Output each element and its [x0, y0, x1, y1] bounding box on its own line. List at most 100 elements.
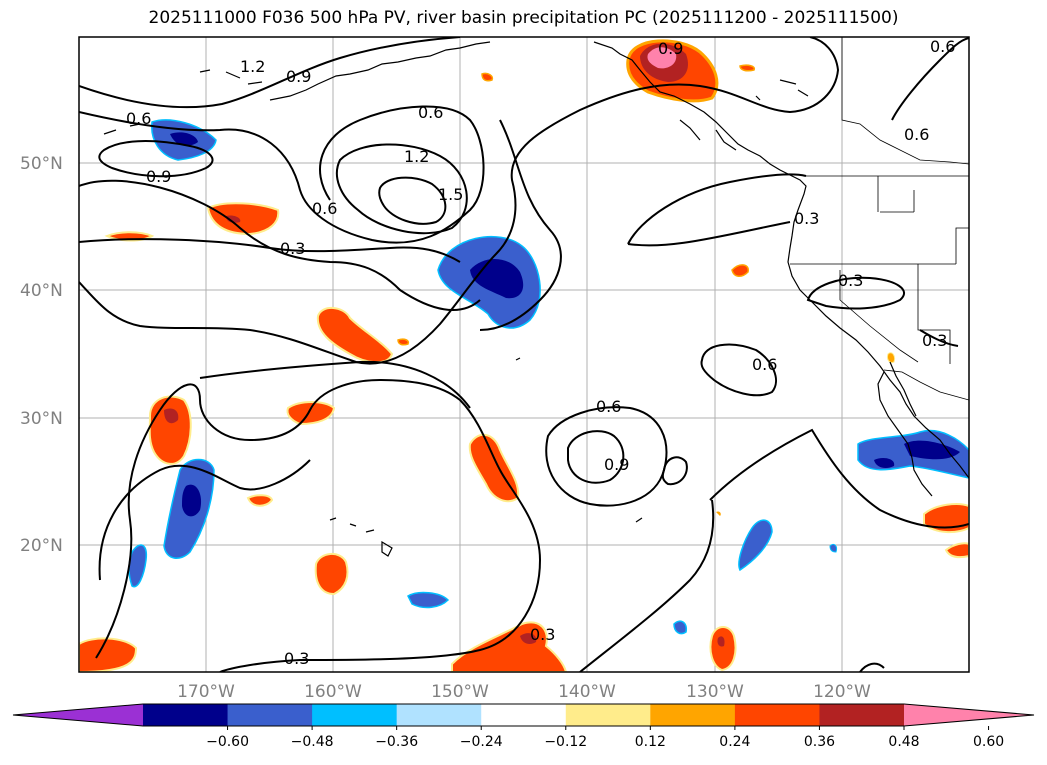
contour-label: 0.3 — [922, 331, 947, 350]
state-borders — [790, 176, 969, 364]
positive-anomaly-patch — [716, 511, 721, 516]
colorbar-tick-label: 0.24 — [719, 734, 750, 750]
hawaii-islands — [329, 357, 643, 557]
lon-labels: 170°W 160°W 150°W 140°W 130°W 120°W — [177, 682, 871, 702]
negative-core-patch — [904, 440, 960, 460]
contour-label: 0.3 — [530, 625, 555, 644]
colorbar-segment — [143, 704, 229, 726]
colorbar-segment — [227, 704, 313, 726]
pv-contour — [98, 140, 214, 178]
pv-contour — [919, 329, 959, 347]
contour-label: 0.6 — [596, 397, 621, 416]
positive-anomaly-patch — [79, 637, 138, 672]
colorbar-tick-label: −0.48 — [291, 734, 334, 750]
pv-contour — [98, 459, 311, 581]
colorbar-tick-label: −0.24 — [460, 734, 503, 750]
negative-core-patch — [874, 458, 895, 468]
contour-labels: 1.2 0.9 0.6 0.9 0.6 1.2 1.5 0.6 0.3 0.9 … — [126, 37, 955, 668]
pv-contours — [79, 37, 969, 672]
colorbar-tick-label: 0.48 — [888, 734, 919, 750]
negative-anomaly-patch — [407, 591, 450, 609]
colorbar-segment — [396, 704, 482, 726]
lon-label: 170°W — [177, 682, 235, 702]
lat-label: 50°N — [20, 154, 63, 174]
positive-anomaly-patch — [397, 338, 410, 346]
pv-contour — [700, 343, 777, 397]
lon-label: 140°W — [558, 682, 616, 702]
lat-label: 20°N — [20, 536, 63, 556]
positive-anomaly-patch — [481, 72, 494, 82]
positive-strong-patch — [717, 636, 725, 647]
colorbar-segment — [819, 704, 905, 726]
colorbar-tick-label: 0.12 — [635, 734, 666, 750]
negative-core-patch — [170, 132, 198, 146]
lon-label: 150°W — [431, 682, 489, 702]
colorbar-tick-label: 0.36 — [804, 734, 835, 750]
contour-label: 0.9 — [146, 167, 171, 186]
contour-label: 0.3 — [838, 271, 863, 290]
colorbar-tick-label: −0.12 — [544, 734, 587, 750]
map-frame — [78, 36, 970, 673]
positive-anomaly-patch — [246, 494, 274, 507]
negative-anomaly-patch — [738, 519, 773, 572]
positive-anomaly-patch — [709, 626, 737, 672]
positive-anomaly-patch — [451, 621, 568, 672]
alaska-canada-border — [841, 37, 969, 165]
pv-contour — [891, 37, 969, 121]
colorbar-segment — [734, 704, 820, 726]
contour-label: 0.9 — [604, 455, 629, 474]
aleutian-coast — [103, 41, 491, 135]
pv-contour — [579, 428, 969, 672]
contour-label: 0.3 — [280, 239, 305, 258]
positive-anomaly-patch — [286, 401, 336, 426]
negative-anomaly-patch — [829, 543, 837, 553]
pv-contour — [335, 143, 468, 235]
colorbar-extend-min — [13, 704, 143, 726]
contour-label: 0.6 — [904, 125, 929, 144]
lat-label: 30°N — [20, 409, 63, 429]
colorbar-segment — [650, 704, 736, 726]
colorbar-tick-label: −0.60 — [206, 734, 249, 750]
positive-anomaly-patch — [923, 503, 969, 534]
lat-labels: 50°N 40°N 30°N 20°N — [20, 154, 63, 556]
lon-label: 120°W — [813, 682, 871, 702]
negative-core-patch — [182, 484, 202, 517]
contour-label: 1.5 — [438, 185, 463, 204]
positive-anomaly-patch — [314, 553, 349, 596]
contour-label: 0.3 — [794, 209, 819, 228]
positive-anomaly-patch — [944, 542, 969, 559]
colorbar-tick-label: 0.60 — [973, 734, 1004, 750]
map-area — [79, 37, 969, 672]
positive-anomaly-patch — [148, 395, 192, 465]
colorbar-segment — [481, 704, 567, 726]
colorbar-segment — [312, 704, 398, 726]
contour-label: 0.9 — [658, 39, 683, 58]
pv-contour — [79, 238, 461, 263]
colorbar-tick-label: −0.36 — [375, 734, 418, 750]
contour-label: 0.6 — [752, 355, 777, 374]
contour-label: 0.9 — [286, 67, 311, 86]
lon-label: 160°W — [304, 682, 362, 702]
colorbar-extend-max — [904, 704, 1034, 726]
pv-contour — [79, 179, 481, 312]
pv-contour — [479, 119, 562, 331]
contour-label: 1.2 — [240, 57, 265, 76]
positive-core-patch — [226, 215, 241, 223]
contour-label: 0.3 — [284, 649, 309, 668]
contour-label: 0.6 — [312, 199, 337, 218]
pv-contour — [79, 105, 485, 244]
contour-label: 0.6 — [418, 103, 443, 122]
map-title: 2025111000 F036 500 hPa PV, river basin … — [148, 8, 899, 28]
coastlines — [103, 41, 969, 557]
positive-anomaly-patch — [731, 264, 749, 277]
map-content: 1.2 0.9 0.6 0.9 0.6 1.2 1.5 0.6 0.3 0.9 … — [79, 37, 969, 672]
pv-contour — [79, 37, 840, 365]
contour-label: 0.6 — [126, 109, 151, 128]
positive-core-patch — [164, 408, 179, 424]
alaska-coast — [593, 41, 969, 479]
positive-anomaly-patch — [206, 202, 280, 236]
positive-max-patch — [647, 47, 677, 69]
colorbar-outline — [12, 703, 1035, 727]
contour-label: 0.6 — [930, 37, 955, 56]
